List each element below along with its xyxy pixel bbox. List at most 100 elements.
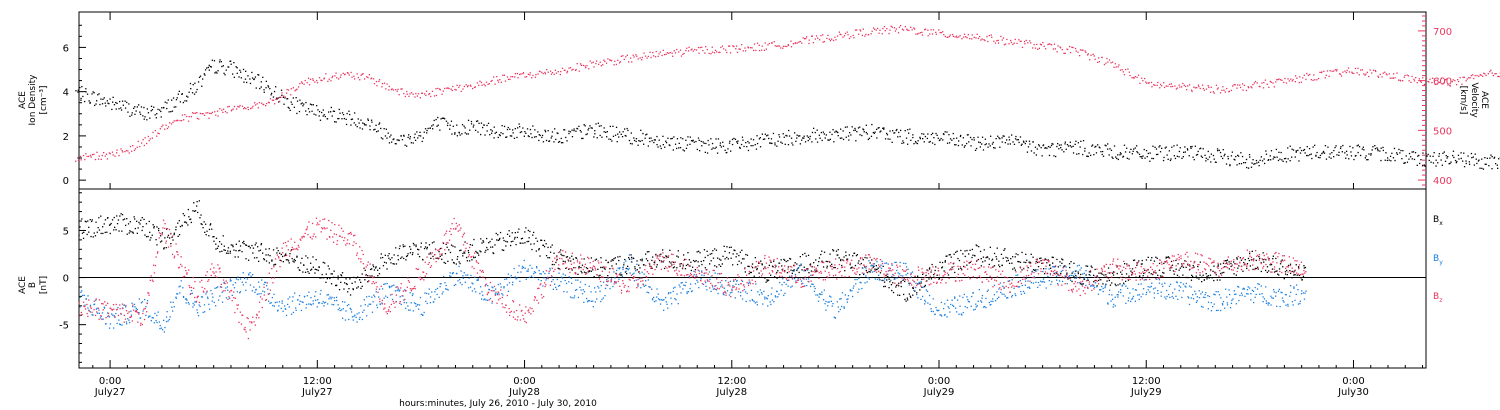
density-point [1350,155,1353,157]
velocity-point [210,112,212,115]
bx-point [1298,274,1300,277]
density-point [484,134,486,136]
density-point [1412,151,1415,153]
velocity-point [947,36,949,38]
bx-point [984,260,986,262]
density-point [683,150,686,152]
velocity-point [1191,90,1193,93]
velocity-point [514,76,516,78]
density-point [701,145,703,147]
density-point [196,88,198,91]
density-point [886,134,889,136]
density-point [612,125,614,127]
density-point [1443,151,1445,153]
bx-point [294,259,296,262]
velocity-point [415,92,417,95]
density-point [326,118,329,120]
velocity-point [1263,81,1265,84]
density-point [1176,144,1178,146]
velocity-point [576,63,578,65]
density-point [534,129,536,131]
density-point [635,138,638,140]
density-point [467,119,470,121]
velocity-point [1279,79,1282,81]
bx-point [1150,273,1152,275]
density-point [502,133,504,135]
bx-point [603,267,605,269]
velocity-point [971,38,973,40]
velocity-point [1307,74,1310,76]
density-point [1008,136,1010,138]
velocity-point [75,160,77,162]
bx-point [312,266,314,268]
bx-point [193,210,196,212]
density-point [1427,153,1429,156]
density-point [731,138,734,141]
velocity-point [568,67,570,69]
bx-point [249,247,251,249]
bx-point [562,260,564,262]
bx-point [672,267,674,269]
bx-point [842,259,844,261]
bx-point [918,282,921,284]
bx-point [531,248,533,251]
velocity-point [798,41,800,43]
velocity-point [1305,78,1307,81]
density-point [437,116,439,119]
bx-point [761,263,763,265]
bx-point [229,250,231,252]
density-point [811,131,814,134]
bx-point [432,255,434,258]
velocity-point [114,155,116,157]
bx-point [851,266,853,268]
density-point [717,138,720,140]
velocity-point [1052,48,1054,50]
velocity-point [250,107,252,110]
bx-point [563,255,565,257]
velocity-point [1375,70,1377,73]
velocity-point [701,46,703,48]
density-point [989,145,991,147]
density-point [1377,148,1379,150]
velocity-point [527,73,530,75]
bx-point [657,255,659,257]
density-point [79,86,81,89]
bx-point [953,253,955,255]
bx-point [102,226,104,228]
density-point [216,72,218,74]
density-point [1319,157,1321,159]
bx-point [346,283,348,286]
density-point [594,130,596,132]
density-point [739,146,741,149]
bx-point [1148,271,1150,274]
density-point [625,135,627,137]
bx-point [706,269,708,271]
density-point [897,136,899,138]
velocity-point [1398,79,1400,81]
density-point [520,131,523,133]
density-point [1029,143,1031,145]
density-point [706,152,709,154]
density-point [1391,152,1393,154]
density-point [846,126,848,128]
bx-point [831,263,833,265]
velocity-point [1434,83,1436,86]
density-point [1072,152,1075,154]
velocity-point [131,150,133,152]
velocity-point [1075,50,1077,52]
bx-point [694,260,696,263]
bx-point [1030,262,1032,264]
density-point [128,103,130,105]
density-point [124,107,127,109]
density-point [1345,157,1347,159]
velocity-point [1117,66,1119,68]
density-point [876,137,878,139]
bx-point [215,248,217,250]
density-point [518,123,520,125]
density-point [461,133,463,135]
velocity-point [1163,82,1165,84]
bx-point [519,242,521,244]
density-point [179,101,181,103]
density-point [400,135,402,137]
bx-point [1249,265,1251,267]
